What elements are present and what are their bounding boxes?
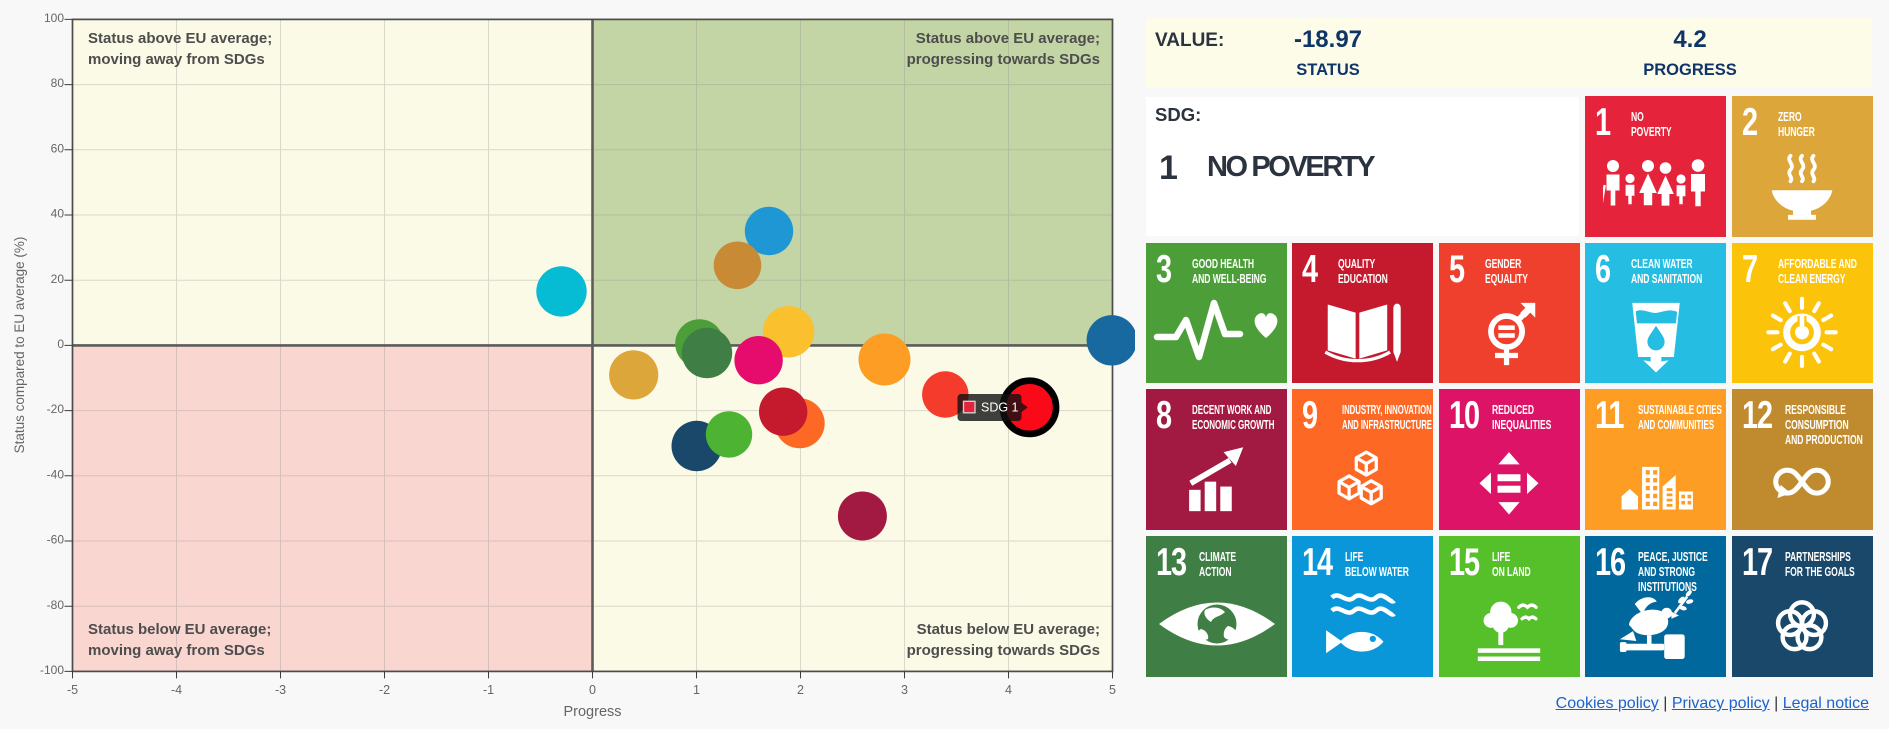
svg-text:moving away from SDGs: moving away from SDGs: [88, 51, 265, 68]
svg-text:80: 80: [51, 76, 65, 90]
svg-text:Status below EU average;: Status below EU average;: [88, 621, 271, 638]
svg-text:-1: -1: [483, 683, 494, 697]
svg-text:moving away from SDGs: moving away from SDGs: [88, 642, 265, 659]
svg-text:-60: -60: [47, 533, 65, 547]
svg-text:Status compared to EU average: Status compared to EU average (%): [12, 237, 27, 454]
svg-text:Progress: Progress: [563, 704, 621, 720]
svg-text:40: 40: [51, 207, 65, 221]
svg-text:-80: -80: [47, 598, 65, 612]
svg-text:-100: -100: [40, 663, 64, 677]
svg-text:-40: -40: [47, 467, 65, 481]
svg-text:progressing towards SDGs: progressing towards SDGs: [907, 642, 1100, 659]
svg-text:Status below EU average;: Status below EU average;: [917, 621, 1100, 638]
svg-text:-20: -20: [47, 402, 65, 416]
svg-text:4: 4: [1005, 683, 1012, 697]
svg-text:5: 5: [1109, 683, 1116, 697]
svg-text:0: 0: [589, 683, 596, 697]
svg-text:1: 1: [693, 683, 700, 697]
svg-text:Status above EU average;: Status above EU average;: [916, 30, 1100, 47]
svg-text:-3: -3: [275, 683, 286, 697]
svg-text:100: 100: [44, 11, 64, 25]
svg-text:2: 2: [797, 683, 804, 697]
svg-text:Status above EU average;: Status above EU average;: [88, 30, 272, 47]
svg-text:60: 60: [51, 141, 65, 155]
svg-text:3: 3: [901, 683, 908, 697]
svg-text:-4: -4: [171, 683, 182, 697]
svg-text:-2: -2: [379, 683, 390, 697]
svg-text:progressing towards SDGs: progressing towards SDGs: [907, 51, 1100, 68]
svg-text:SDG 1: SDG 1: [981, 401, 1019, 415]
svg-text:0: 0: [57, 337, 64, 351]
svg-text:20: 20: [51, 272, 65, 286]
svg-text:-5: -5: [67, 683, 78, 697]
